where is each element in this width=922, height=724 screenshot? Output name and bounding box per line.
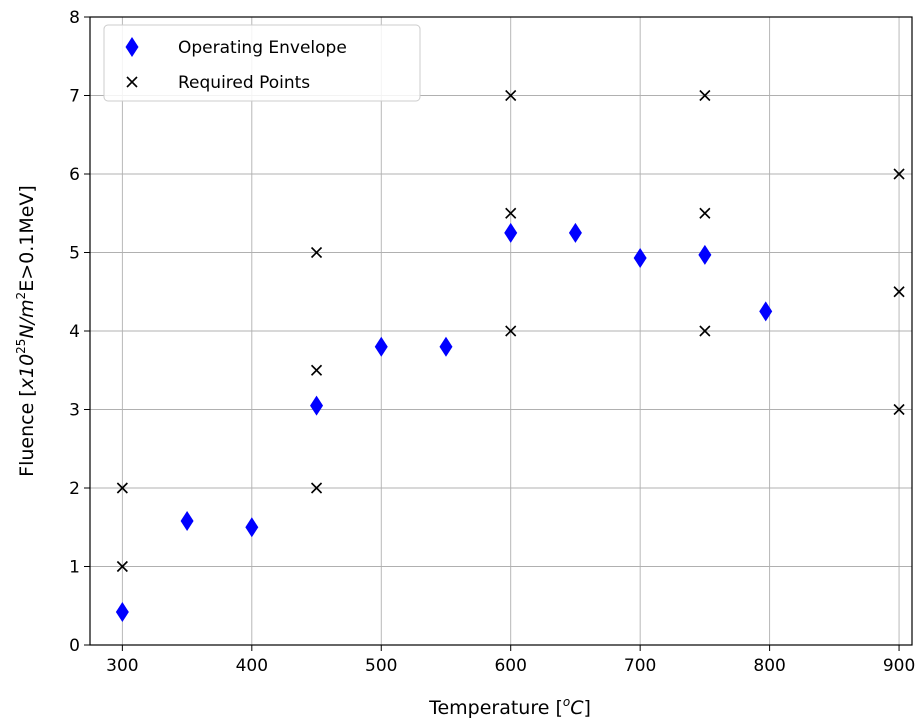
required-point <box>505 89 517 102</box>
x-tick-label: 900 <box>883 656 915 676</box>
y-tick-label: 4 <box>69 322 80 342</box>
legend-label-operating-envelope: Operating Envelope <box>178 38 347 58</box>
required-point <box>505 207 517 219</box>
y-tick-label: 5 <box>69 244 80 264</box>
required-point <box>893 403 905 416</box>
y-axis-label-unit-exp: 2 <box>14 292 28 300</box>
required-point <box>310 246 323 259</box>
legend-x-icon <box>126 76 138 88</box>
operating-envelope-point <box>633 247 647 268</box>
y-axis-label-unit: N/m <box>16 299 38 338</box>
y-tick-label: 7 <box>69 87 80 107</box>
operating-envelope-point <box>698 244 712 265</box>
axis-ticks: 300 400 500 600 700 800 900 0 1 2 3 4 5 6 7 8 <box>69 8 915 676</box>
operating-envelope-point <box>439 336 453 357</box>
y-axis-label-suffix: E>0.1MeV] <box>16 185 38 292</box>
data-markers <box>115 89 905 623</box>
operating-envelope-point <box>180 510 194 531</box>
operating-envelope-point <box>759 301 773 322</box>
required-point <box>699 89 711 102</box>
y-tick-label: 8 <box>69 8 80 28</box>
required-point <box>116 482 128 494</box>
x-axis-label-main: Temperature [ <box>428 697 563 719</box>
legend-label-required-points: Required Points <box>178 73 310 93</box>
required-point <box>116 560 128 573</box>
operating-envelope-point <box>568 222 582 243</box>
x-tick-label: 300 <box>106 656 138 676</box>
y-axis-label-base: 10 <box>16 354 38 378</box>
operating-envelope-point <box>245 517 259 538</box>
x-axis-label-close: ] <box>584 697 591 719</box>
operating-envelope-point <box>310 395 324 416</box>
legend: Operating Envelope Required Points <box>103 24 421 102</box>
x-axis-label-sup: o <box>563 695 570 709</box>
y-axis-label-x: x <box>16 377 38 390</box>
grid-lines <box>90 17 912 645</box>
required-point <box>893 168 905 180</box>
y-tick-label: 1 <box>69 558 80 578</box>
x-tick-label: 600 <box>494 656 526 676</box>
y-tick-label: 2 <box>69 479 80 499</box>
legend-diamond-icon <box>125 37 139 57</box>
operating-envelope-point <box>504 222 518 243</box>
x-axis-label-italic: C <box>570 697 584 719</box>
x-tick-label: 400 <box>236 656 268 676</box>
x-tick-label: 800 <box>753 656 785 676</box>
y-tick-label: 0 <box>69 636 80 656</box>
operating-envelope-point <box>374 336 388 357</box>
required-point <box>699 207 711 219</box>
y-tick-label: 6 <box>69 165 80 185</box>
y-axis-label: Fluence [x1025N/m2E>0.1MeV] <box>14 185 38 477</box>
y-tick-label: 3 <box>69 401 80 421</box>
x-tick-label: 700 <box>624 656 656 676</box>
y-axis-label-prefix: Fluence [ <box>16 389 38 477</box>
required-point <box>505 325 517 337</box>
required-point <box>310 364 323 376</box>
required-point <box>699 325 711 337</box>
y-axis-label-exp: 25 <box>14 339 28 354</box>
required-point <box>310 482 323 494</box>
required-point <box>893 286 905 298</box>
operating-envelope-point <box>115 602 129 623</box>
x-tick-label: 500 <box>365 656 397 676</box>
x-axis-label: Temperature [oC] <box>428 695 591 719</box>
legend-box <box>103 24 421 102</box>
